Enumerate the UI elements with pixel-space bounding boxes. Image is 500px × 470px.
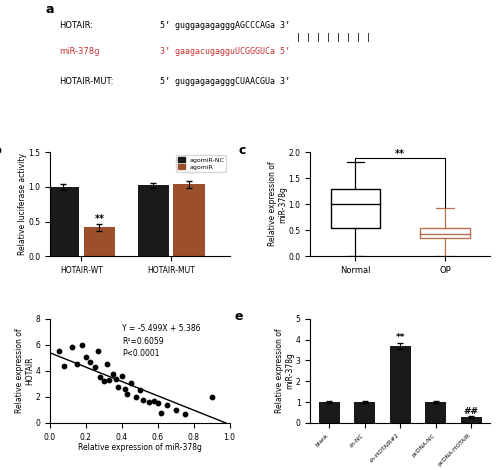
Point <box>91 363 99 371</box>
Point <box>68 344 76 351</box>
Y-axis label: Relative luciferase activity: Relative luciferase activity <box>18 153 27 255</box>
Point <box>132 393 140 401</box>
Text: 5’ guggagagagggCUAACGUa 3’: 5’ guggagagagggCUAACGUa 3’ <box>160 77 290 86</box>
Text: **: ** <box>396 333 405 342</box>
Point <box>96 374 104 381</box>
Point <box>136 387 144 394</box>
Point <box>118 372 126 380</box>
Bar <box>318 402 340 423</box>
Point <box>78 341 86 349</box>
Y-axis label: Relative expression of
HOTAIR: Relative expression of HOTAIR <box>14 329 34 413</box>
Point <box>162 401 170 408</box>
Bar <box>330 188 380 227</box>
Point <box>106 376 114 384</box>
Point <box>100 377 108 385</box>
Bar <box>174 184 205 256</box>
X-axis label: Relative expression of miR-378g: Relative expression of miR-378g <box>78 443 202 452</box>
Point <box>172 406 179 414</box>
Text: HOTAIR-MUT:: HOTAIR-MUT: <box>59 77 113 86</box>
Bar <box>48 187 79 256</box>
Point <box>104 360 112 368</box>
Bar <box>354 402 376 423</box>
Y-axis label: Relative expression of
miR-378g: Relative expression of miR-378g <box>275 329 294 413</box>
Point <box>60 362 68 369</box>
Text: P<0.0001: P<0.0001 <box>122 349 160 358</box>
Point <box>145 399 153 406</box>
Bar <box>460 417 482 423</box>
Text: HOTAIR:: HOTAIR: <box>59 21 93 30</box>
Point <box>140 396 147 403</box>
Bar <box>84 227 115 256</box>
Y-axis label: Relative expression of
miR-378g: Relative expression of miR-378g <box>268 162 287 246</box>
Point <box>208 393 216 401</box>
Point <box>150 397 158 405</box>
Text: R²=0.6059: R²=0.6059 <box>122 337 164 346</box>
Point <box>114 383 122 390</box>
Text: Y = -5.499X + 5.386: Y = -5.499X + 5.386 <box>122 324 200 333</box>
Point <box>122 385 130 393</box>
Text: c: c <box>238 144 246 157</box>
Point <box>127 379 135 386</box>
Point <box>55 348 63 355</box>
Legend: agomiR-NC, agomiR: agomiR-NC, agomiR <box>176 155 226 172</box>
Point <box>86 358 94 366</box>
Point <box>112 375 120 383</box>
Text: a: a <box>46 3 54 16</box>
Bar <box>420 227 470 238</box>
Text: e: e <box>235 311 244 323</box>
Bar <box>425 402 446 423</box>
Text: 3’ gaagacugagguUCGGGUCa 5’: 3’ gaagacugagguUCGGGUCa 5’ <box>160 47 290 55</box>
Text: b: b <box>0 144 2 157</box>
Text: **: ** <box>94 213 104 224</box>
Bar <box>138 186 169 256</box>
Point <box>73 360 81 368</box>
Text: ##: ## <box>464 407 478 415</box>
Text: | | | | | | | |: | | | | | | | | <box>296 33 372 42</box>
Point <box>154 400 162 407</box>
Bar <box>390 346 411 423</box>
Point <box>94 348 102 355</box>
Point <box>180 410 188 418</box>
Point <box>82 353 90 360</box>
Point <box>123 391 131 398</box>
Text: **: ** <box>395 149 405 159</box>
Point <box>158 409 166 416</box>
Point <box>109 370 117 377</box>
Text: miR-378g: miR-378g <box>59 47 100 55</box>
Text: 5’ guggagagagggAGCCCAGa 3’: 5’ guggagagagggAGCCCAGa 3’ <box>160 21 290 30</box>
